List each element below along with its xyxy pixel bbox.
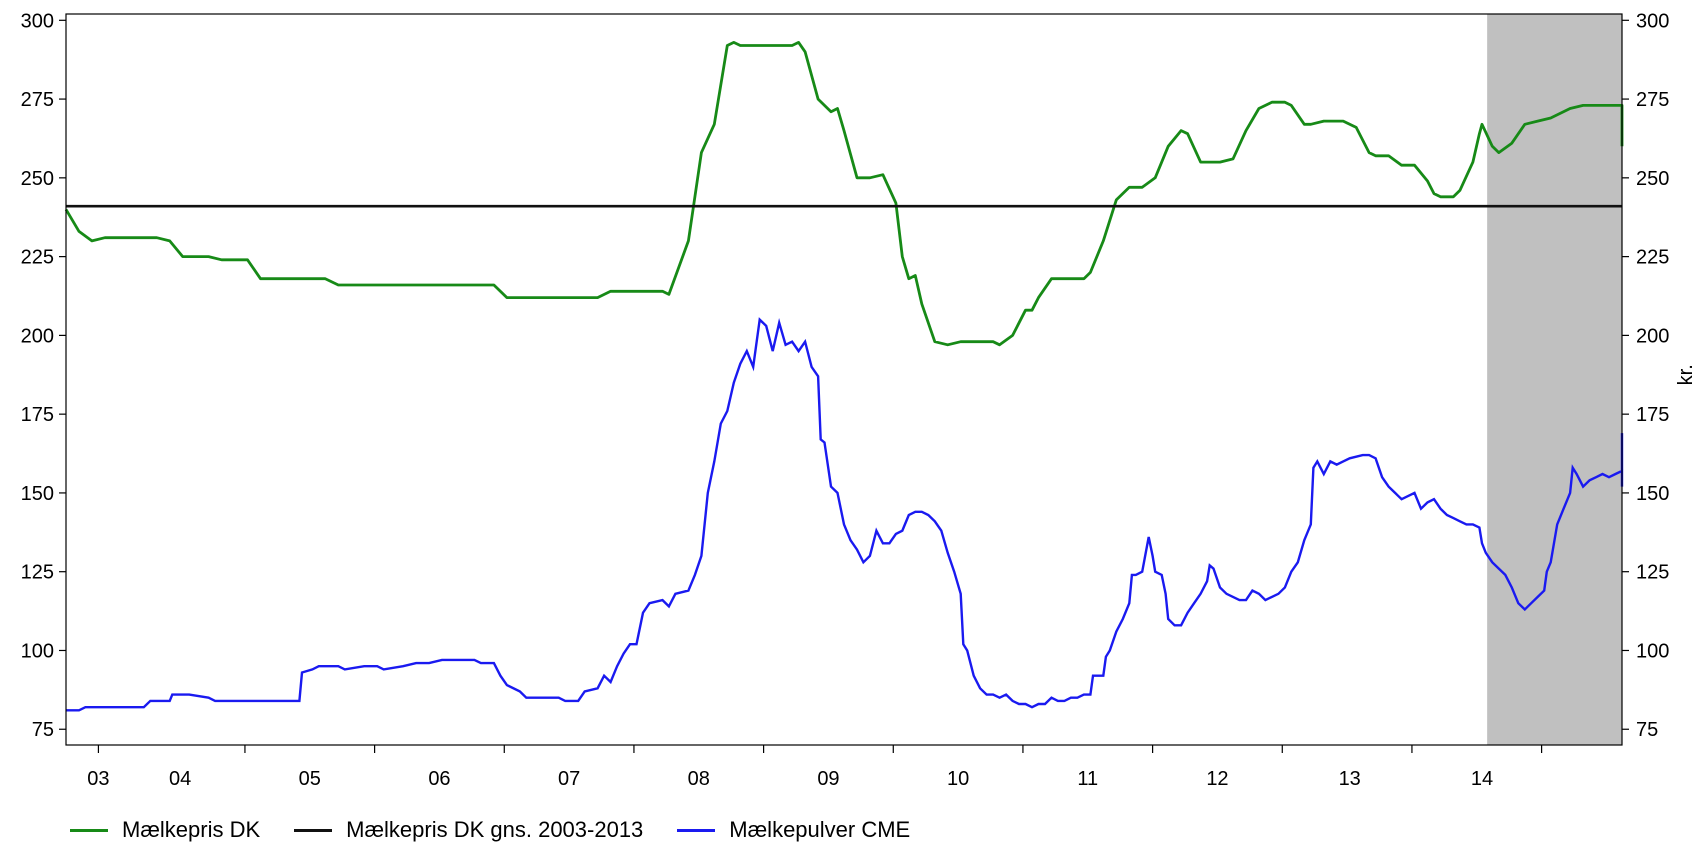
x-tick-label-06: 06 [428, 768, 450, 790]
x-tick-label-03: 03 [87, 768, 109, 790]
y-tick-label-left-300: 300 [21, 10, 54, 32]
y-tick-label-right-300: 300 [1636, 10, 1669, 32]
legend-item-maelkepris-dk-gns: Mælkepris DK gns. 2003-2013 [294, 817, 643, 843]
x-tick-label-12: 12 [1206, 768, 1228, 790]
y-tick-label-right-150: 150 [1636, 483, 1669, 505]
x-tick-label-08: 08 [688, 768, 710, 790]
legend-label-maelkepris-dk-gns: Mælkepris DK gns. 2003-2013 [346, 817, 644, 842]
legend-label-maelkepulver-cme: Mælkepulver CME [729, 817, 911, 842]
y-tick-label-left-175: 175 [21, 404, 54, 426]
legend-item-maelkepris-dk: Mælkepris DK [70, 817, 260, 843]
legend: Mælkepris DK Mælkepris DK gns. 2003-2013… [70, 817, 944, 843]
y-tick-label-right-250: 250 [1636, 168, 1669, 190]
y-tick-label-left-125: 125 [21, 562, 54, 584]
y-tick-label-right-225: 225 [1636, 247, 1669, 269]
y-tick-label-right-100: 100 [1636, 640, 1669, 662]
y-tick-label-right-275: 275 [1636, 89, 1669, 111]
series-line-0 [64, 41, 1624, 347]
x-tick-label-11: 11 [1077, 768, 1098, 790]
x-tick-label-13: 13 [1339, 768, 1361, 790]
y-tick-label-left-150: 150 [21, 483, 54, 505]
y-axis-label-right: kr. [1675, 364, 1697, 385]
y-tick-label-right-175: 175 [1636, 404, 1669, 426]
x-tick-label-07: 07 [558, 768, 580, 790]
x-tick-label-10: 10 [947, 768, 969, 790]
y-tick-label-right-200: 200 [1636, 325, 1669, 347]
legend-item-maelkepulver-cme: Mælkepulver CME [677, 817, 910, 843]
y-tick-label-right-75: 75 [1636, 719, 1658, 741]
chart: 75 75 100 100 125 125 150 150 175 175 200 200 225 225… [21, 10, 1697, 790]
y-tick-label-left-275: 275 [21, 89, 54, 111]
y-tick-label-left-250: 250 [21, 168, 54, 190]
y-tick-label-left-100: 100 [21, 640, 54, 662]
legend-swatch-maelkepris-dk [70, 828, 108, 832]
legend-label-maelkepris-dk: Mælkepris DK [122, 817, 261, 842]
forecast-region [1487, 14, 1622, 745]
x-tick-label-04: 04 [169, 768, 191, 790]
plot-frame [65, 13, 1623, 746]
y-tick-label-left-200: 200 [21, 325, 54, 347]
y-tick-label-left-225: 225 [21, 247, 54, 269]
legend-swatch-maelkepris-dk-gns [294, 828, 333, 832]
y-tick-label-right-125: 125 [1636, 562, 1669, 584]
y-tick-label-left-75: 75 [32, 719, 54, 741]
x-tick-label-09: 09 [817, 768, 839, 790]
x-tick-label-14: 14 [1471, 768, 1493, 790]
series-line-2 [66, 317, 1624, 712]
legend-swatch-maelkepulver-cme [677, 828, 716, 832]
x-tick-label-05: 05 [299, 768, 321, 790]
